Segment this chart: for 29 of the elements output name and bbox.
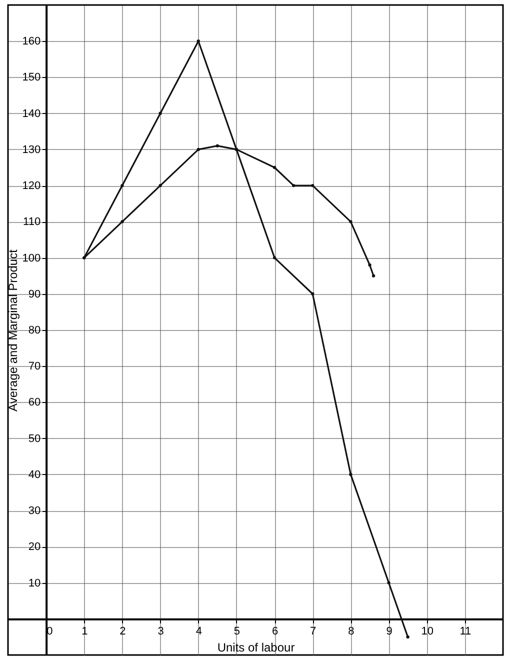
y-tick-label: 80 (28, 324, 41, 336)
x-tick-label: 8 (348, 625, 354, 638)
y-tick-label: 100 (22, 252, 41, 264)
x-tick-label: 6 (272, 625, 278, 638)
x-tick-label: 4 (196, 625, 202, 638)
y-tick-label: 90 (28, 288, 41, 300)
y-axis-title: Average and Marginal Product (6, 248, 20, 412)
y-tick-label: 160 (22, 36, 41, 48)
x-tick-label: 1 (82, 625, 88, 638)
x-tick-label: 5 (234, 625, 240, 638)
y-tick-label: 140 (22, 108, 41, 120)
y-tick-label: 50 (28, 432, 41, 445)
y-tick-label: 110 (23, 216, 41, 228)
x-tick-label: 2 (120, 625, 126, 638)
x-axis-title: Units of labour (217, 640, 295, 654)
y-tick-label: 20 (28, 541, 41, 554)
x-tick-label: 3 (158, 625, 164, 638)
y-tick-label: 120 (22, 180, 41, 192)
y-tick-label: 130 (22, 144, 41, 156)
x-tick-label: 9 (386, 625, 392, 638)
y-tick-label: 150 (22, 72, 41, 84)
y-tick-label: 60 (28, 396, 41, 409)
y-tick-label: 30 (28, 505, 41, 518)
x-tick-label: 10 (421, 625, 434, 638)
y-tick-label: 10 (28, 577, 41, 590)
x-tick-label: 11 (460, 625, 472, 638)
y-tick-label: 40 (28, 468, 41, 481)
y-tick-label: 70 (28, 360, 41, 373)
x-tick-label: 7 (310, 625, 316, 638)
